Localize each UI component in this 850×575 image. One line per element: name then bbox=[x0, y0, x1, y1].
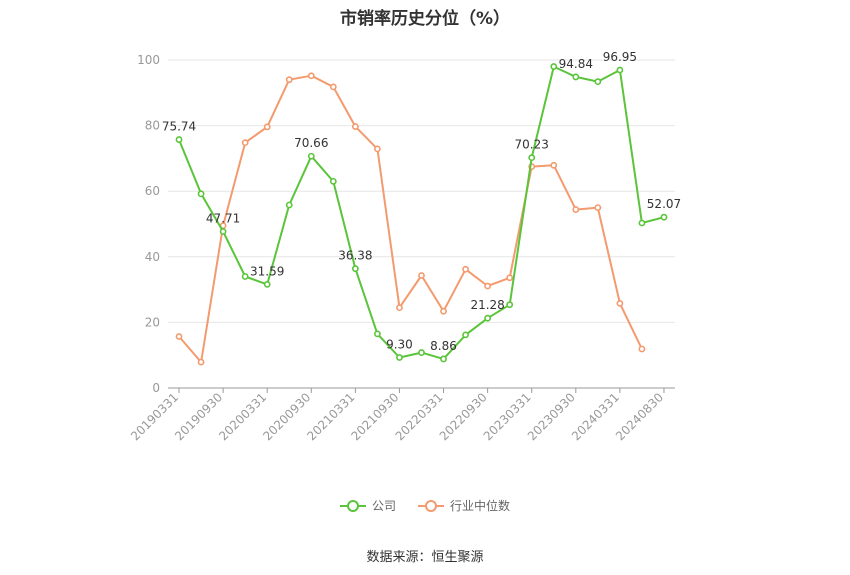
data-point bbox=[396, 354, 403, 361]
data-point bbox=[197, 358, 205, 366]
data-point bbox=[175, 136, 183, 143]
data-label: 70.66 bbox=[294, 136, 328, 150]
data-point bbox=[396, 304, 403, 312]
data-point bbox=[307, 152, 315, 160]
legend: 公司 行业中位数 bbox=[0, 497, 850, 514]
data-label: 96.95 bbox=[603, 50, 637, 64]
series-line bbox=[178, 74, 643, 364]
data-point bbox=[285, 201, 293, 209]
data-label: 52.07 bbox=[647, 197, 681, 211]
data-point bbox=[462, 265, 469, 273]
data-label: 9.30 bbox=[386, 337, 413, 351]
series-line bbox=[178, 65, 665, 360]
legend-industry-label: 行业中位数 bbox=[450, 499, 511, 513]
data-labels: 75.74 47.71 31.59 70.66 36.38 9.30 8.86 21.28 70… bbox=[162, 50, 681, 353]
data-point bbox=[241, 139, 249, 147]
data-point bbox=[440, 355, 447, 363]
series bbox=[175, 63, 668, 366]
data-label: 36.38 bbox=[338, 249, 372, 263]
data-point bbox=[197, 190, 205, 198]
chart-title: 市销率历史分位（%） bbox=[339, 9, 511, 29]
legend-company-marker-icon bbox=[339, 499, 366, 513]
data-point bbox=[550, 161, 558, 169]
x-tick-label: 20240830 bbox=[613, 390, 666, 443]
y-tick-label: 60 bbox=[145, 184, 160, 198]
data-point bbox=[572, 206, 580, 213]
data-point bbox=[285, 76, 293, 84]
data-point bbox=[418, 349, 425, 356]
data-point bbox=[374, 330, 381, 338]
data-point bbox=[329, 83, 337, 91]
data-point bbox=[572, 73, 580, 81]
legend-item-company[interactable]: 公司 bbox=[339, 497, 396, 514]
data-label: 70.23 bbox=[515, 138, 549, 152]
data-point bbox=[219, 228, 227, 235]
grid-lines bbox=[168, 59, 675, 323]
axes: 0204060801002019033120190930202003312020… bbox=[128, 53, 675, 443]
data-point bbox=[506, 301, 514, 309]
data-label: 8.86 bbox=[430, 339, 457, 353]
data-point bbox=[594, 78, 602, 86]
data-point bbox=[506, 274, 514, 282]
data-label: 21.28 bbox=[470, 298, 504, 312]
data-point bbox=[351, 265, 359, 273]
data-label: 94.84 bbox=[559, 57, 593, 71]
data-label: 75.74 bbox=[162, 120, 196, 134]
legend-industry-marker-icon bbox=[418, 499, 444, 513]
data-point bbox=[329, 177, 337, 185]
data-label: 31.59 bbox=[250, 264, 284, 278]
legend-item-industry-median[interactable]: 行业中位数 bbox=[418, 497, 510, 514]
data-point bbox=[638, 219, 646, 227]
data-label: 47.71 bbox=[206, 212, 240, 226]
data-point bbox=[263, 123, 271, 131]
data-point bbox=[594, 204, 602, 211]
data-point bbox=[484, 282, 492, 290]
y-tick-label: 0 bbox=[152, 381, 160, 395]
source-note: 数据来源：恒生聚源 bbox=[366, 550, 484, 565]
data-point bbox=[263, 280, 271, 288]
legend-company-label: 公司 bbox=[371, 499, 396, 513]
data-point bbox=[550, 63, 558, 70]
data-point bbox=[484, 314, 492, 322]
data-point bbox=[307, 72, 315, 80]
y-tick-label: 40 bbox=[145, 250, 160, 264]
data-point bbox=[241, 273, 249, 280]
data-point bbox=[660, 213, 668, 221]
data-point bbox=[374, 145, 381, 153]
data-point bbox=[528, 154, 536, 162]
data-point bbox=[638, 345, 646, 353]
data-point bbox=[462, 331, 469, 339]
series-company bbox=[175, 63, 668, 363]
y-tick-label: 80 bbox=[145, 119, 160, 133]
data-point bbox=[440, 307, 447, 315]
data-point bbox=[616, 299, 624, 307]
data-point bbox=[175, 333, 183, 340]
data-point bbox=[616, 66, 624, 74]
series-industry-median bbox=[175, 72, 646, 366]
data-point bbox=[351, 123, 359, 130]
y-tick-label: 100 bbox=[137, 53, 160, 67]
y-tick-label: 20 bbox=[145, 315, 160, 329]
data-point bbox=[418, 272, 425, 279]
